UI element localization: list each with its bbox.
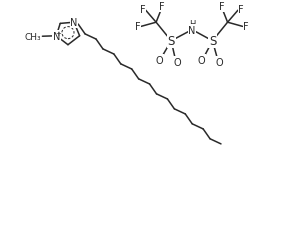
Text: S: S — [209, 35, 216, 48]
Text: F: F — [159, 2, 165, 12]
Text: F: F — [243, 22, 249, 32]
Text: O: O — [197, 55, 205, 66]
Text: F: F — [140, 5, 145, 15]
Text: S: S — [168, 35, 175, 48]
Text: F: F — [135, 22, 141, 32]
Text: F: F — [238, 5, 244, 15]
Text: N: N — [70, 18, 78, 28]
Text: CH₃: CH₃ — [25, 33, 41, 42]
Text: F: F — [219, 2, 225, 12]
Text: +: + — [56, 31, 62, 37]
Text: H: H — [189, 20, 195, 29]
Text: N: N — [53, 32, 60, 42]
Text: N: N — [188, 25, 196, 36]
Text: O: O — [216, 57, 223, 67]
Text: O: O — [156, 55, 163, 66]
Text: O: O — [174, 57, 181, 67]
